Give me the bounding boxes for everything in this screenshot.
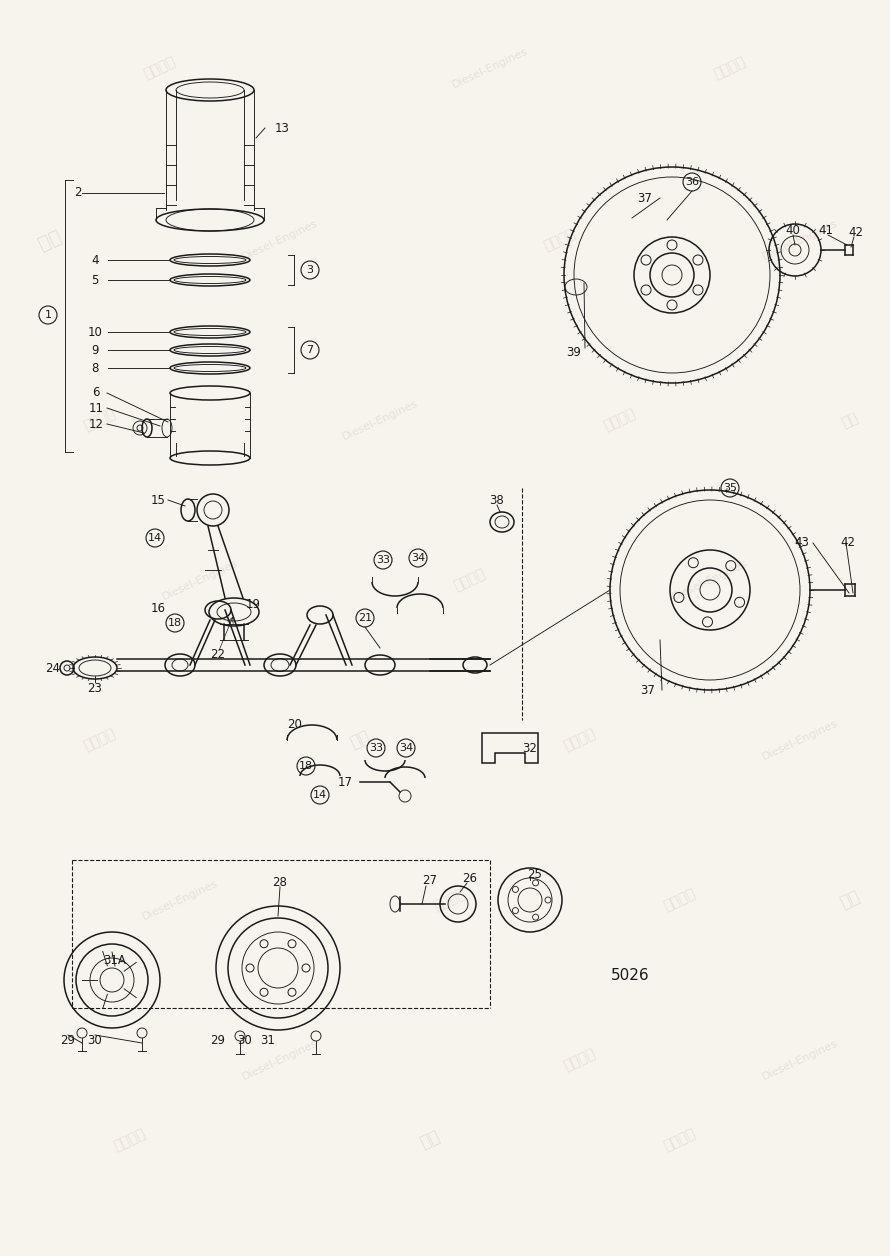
Text: Diesel-Engines: Diesel-Engines bbox=[341, 398, 419, 442]
Text: 紫发动力: 紫发动力 bbox=[712, 54, 748, 82]
Text: Diesel-Engines: Diesel-Engines bbox=[761, 718, 839, 762]
Text: 动力: 动力 bbox=[347, 727, 373, 752]
Text: 36: 36 bbox=[685, 177, 699, 187]
Text: Diesel-Engines: Diesel-Engines bbox=[240, 1037, 320, 1081]
Text: 37: 37 bbox=[637, 191, 652, 205]
Text: 紫发动力: 紫发动力 bbox=[562, 1046, 598, 1074]
Text: 29: 29 bbox=[211, 1034, 225, 1046]
Text: 25: 25 bbox=[528, 868, 542, 882]
Text: 9: 9 bbox=[92, 343, 99, 357]
Text: 18: 18 bbox=[168, 618, 182, 628]
Text: 28: 28 bbox=[272, 875, 287, 888]
Text: 2: 2 bbox=[74, 186, 82, 200]
Text: 紫发动力: 紫发动力 bbox=[542, 226, 578, 254]
Text: 26: 26 bbox=[463, 872, 478, 884]
Text: 4: 4 bbox=[92, 254, 99, 266]
Text: 7: 7 bbox=[306, 345, 313, 355]
Text: 6: 6 bbox=[93, 387, 100, 399]
Text: 41: 41 bbox=[819, 224, 834, 236]
Text: 21: 21 bbox=[358, 613, 372, 623]
Text: 5: 5 bbox=[92, 274, 99, 286]
Text: 动力: 动力 bbox=[837, 888, 863, 912]
Text: 29: 29 bbox=[61, 1034, 76, 1046]
Text: 27: 27 bbox=[423, 873, 438, 887]
Text: Diesel-Engines: Diesel-Engines bbox=[450, 46, 530, 90]
Text: 18: 18 bbox=[299, 761, 313, 771]
Text: 5026: 5026 bbox=[611, 967, 650, 982]
Text: 14: 14 bbox=[313, 790, 327, 800]
Text: 8: 8 bbox=[92, 362, 99, 374]
Text: Diesel-Engines: Diesel-Engines bbox=[160, 558, 239, 602]
Text: 动力: 动力 bbox=[417, 1128, 443, 1153]
Text: 37: 37 bbox=[641, 683, 655, 697]
Text: 紫发动力: 紫发动力 bbox=[562, 726, 598, 754]
Text: 3: 3 bbox=[306, 265, 313, 275]
Text: 42: 42 bbox=[848, 226, 863, 239]
Text: 15: 15 bbox=[150, 494, 166, 506]
Text: 紫发动力: 紫发动力 bbox=[662, 887, 698, 913]
Text: 17: 17 bbox=[337, 775, 352, 789]
Text: 33: 33 bbox=[376, 555, 390, 565]
Text: 32: 32 bbox=[522, 741, 538, 755]
Text: Diesel-Engines: Diesel-Engines bbox=[240, 219, 320, 263]
Text: 38: 38 bbox=[490, 494, 505, 506]
Text: 紫发动力: 紫发动力 bbox=[112, 1127, 148, 1153]
Text: 19: 19 bbox=[246, 599, 261, 612]
Text: 紫发动力: 紫发动力 bbox=[142, 54, 178, 82]
Text: 43: 43 bbox=[795, 536, 809, 550]
Text: Diesel-Engines: Diesel-Engines bbox=[761, 1037, 839, 1081]
Text: 16: 16 bbox=[150, 602, 166, 614]
Text: 紫发动力: 紫发动力 bbox=[662, 1127, 698, 1153]
Text: 39: 39 bbox=[567, 345, 581, 358]
Text: 30: 30 bbox=[87, 1034, 102, 1046]
Text: Diesel-Engines: Diesel-Engines bbox=[141, 878, 220, 922]
Text: 23: 23 bbox=[87, 682, 102, 695]
Text: 34: 34 bbox=[399, 744, 413, 754]
Text: 24: 24 bbox=[45, 662, 61, 674]
Text: 紫发动力: 紫发动力 bbox=[82, 726, 118, 754]
Text: 31A: 31A bbox=[103, 953, 126, 967]
Text: 10: 10 bbox=[87, 325, 102, 339]
Text: 13: 13 bbox=[274, 122, 289, 134]
Text: 动力: 动力 bbox=[839, 411, 861, 430]
Text: 紫发动力: 紫发动力 bbox=[452, 566, 488, 593]
Text: 紫发动力: 紫发动力 bbox=[602, 407, 638, 433]
Text: 20: 20 bbox=[287, 718, 303, 731]
Text: 动力: 动力 bbox=[36, 226, 65, 254]
Text: 紫发动力: 紫发动力 bbox=[82, 407, 118, 433]
Text: 22: 22 bbox=[211, 648, 225, 662]
Text: 1: 1 bbox=[44, 310, 52, 320]
Text: Diesel-Engines: Diesel-Engines bbox=[670, 558, 749, 602]
Text: 35: 35 bbox=[723, 484, 737, 494]
Text: 12: 12 bbox=[88, 417, 103, 431]
Text: 11: 11 bbox=[88, 402, 103, 414]
Text: 30: 30 bbox=[238, 1034, 253, 1046]
Text: Diesel-Engines: Diesel-Engines bbox=[761, 219, 839, 263]
Text: 紫发动力: 紫发动力 bbox=[432, 887, 468, 913]
Text: 33: 33 bbox=[369, 744, 383, 754]
Text: 40: 40 bbox=[786, 224, 800, 236]
Text: 31: 31 bbox=[261, 1034, 275, 1046]
Text: 42: 42 bbox=[840, 536, 855, 550]
Text: 14: 14 bbox=[148, 533, 162, 543]
Text: 34: 34 bbox=[411, 553, 425, 563]
